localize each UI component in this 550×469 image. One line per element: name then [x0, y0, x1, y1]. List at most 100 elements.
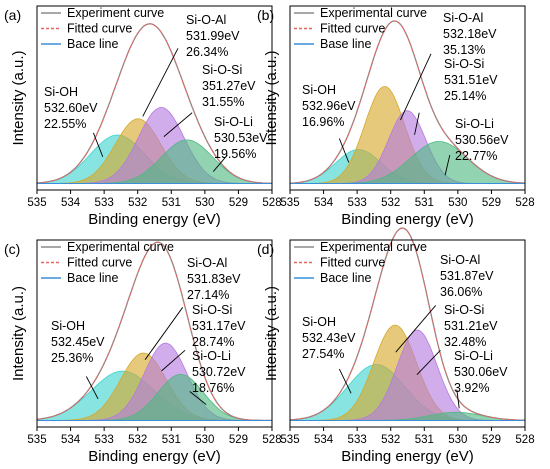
- legend-label: Fitted curve: [320, 256, 385, 270]
- leader-line: [338, 368, 352, 394]
- x-tick-label: 530: [448, 197, 467, 209]
- leader-line: [416, 350, 441, 375]
- annotation-si-o-si: Si-O-Si: [444, 57, 484, 71]
- panel-c: 535 534 533 532 531 530 529 528 Binding energy (…: [4, 239, 282, 465]
- leader-line: [92, 132, 104, 158]
- x-tick-label: 530: [448, 434, 467, 446]
- fitted-curve: [36, 241, 272, 421]
- annotation-si-o-li: Si-O-Li: [192, 349, 231, 363]
- annotation-si-o-al: 531.83eV: [187, 272, 241, 286]
- legend-label: Experiment curve: [67, 6, 164, 20]
- annotation-si-o-si: 28.74%: [192, 335, 234, 349]
- fitted-curve: [289, 227, 525, 421]
- annotation-si-o-li: 3.92%: [454, 381, 489, 395]
- annotation-si-o-al: 531.87eV: [440, 269, 494, 283]
- x-tick-label: 532: [128, 197, 147, 209]
- annotation-si-o-al: 36.06%: [440, 285, 482, 299]
- annotation-si-oh: 532.60eV: [44, 101, 98, 115]
- x-tick-label: 532: [381, 197, 400, 209]
- annotation-si-oh: 25.36%: [51, 351, 93, 365]
- x-axis-title: Binding energy (eV): [341, 448, 474, 465]
- annotation-si-o-al: Si-O-Al: [443, 11, 483, 25]
- annotation-si-o-li: 18.76%: [192, 381, 234, 395]
- x-tick-label: 532: [381, 434, 400, 446]
- x-tick-label: 533: [348, 197, 367, 209]
- annotation-si-o-li: Si-O-Li: [454, 349, 493, 363]
- legend-label: Fitted curve: [67, 256, 132, 270]
- x-axis-title: Binding energy (eV): [341, 211, 474, 228]
- x-axis-title: Binding energy (eV): [88, 448, 221, 465]
- leader-line: [212, 154, 228, 172]
- leader-line: [338, 138, 350, 163]
- x-tick-label: 531: [415, 197, 434, 209]
- x-tick-label: 534: [61, 434, 81, 446]
- leader-line: [414, 112, 420, 135]
- annotation-si-oh: Si-OH: [302, 83, 336, 97]
- annotation-si-o-li: 530.53eV: [214, 131, 268, 145]
- annotation-si-o-li: 530.06eV: [454, 365, 508, 379]
- annotation-si-oh: 27.54%: [302, 347, 344, 361]
- annotation-si-oh: 22.55%: [44, 117, 86, 131]
- annotation-si-oh: 532.45eV: [51, 335, 105, 349]
- annotation-si-o-si: 25.14%: [444, 89, 486, 103]
- x-tick-label: 531: [162, 434, 181, 446]
- leader-line: [395, 305, 437, 353]
- leader-line: [444, 154, 451, 176]
- panel-label: (a): [4, 7, 21, 23]
- x-tick-label: 535: [280, 434, 299, 446]
- x-tick-label: 528: [262, 434, 281, 446]
- x-tick-label: 529: [482, 434, 501, 446]
- x-tick-label: 531: [162, 197, 181, 209]
- annotation-si-o-si: 531.17eV: [192, 319, 246, 333]
- legend-label: Base line: [320, 37, 371, 51]
- x-tick-label: 529: [229, 197, 248, 209]
- panel-b: 535 534 533 532 531 530 529 528 Binding energy (…: [257, 5, 535, 228]
- annotation-si-o-li: 530.72eV: [192, 365, 246, 379]
- x-tick-label: 534: [61, 197, 81, 209]
- legend-label: Experimental curve: [67, 240, 174, 254]
- annotation-si-o-li: Si-O-Li: [455, 117, 494, 131]
- x-tick-label: 533: [348, 434, 367, 446]
- x-tick-label: 532: [128, 434, 147, 446]
- panel-label: (d): [257, 241, 274, 257]
- panel-a: 535 534 533 532 531 530 529 528 Binding energy (…: [4, 5, 282, 228]
- annotation-si-o-al: 27.14%: [187, 288, 229, 302]
- y-axis-title: Intensity (a.u.): [263, 286, 280, 381]
- x-tick-label: 528: [515, 434, 534, 446]
- fitted-curve: [36, 23, 273, 184]
- annotation-si-o-si: 531.21eV: [444, 319, 498, 333]
- x-tick-label: 535: [27, 434, 46, 446]
- annotation-si-o-si: 531.51eV: [444, 73, 498, 87]
- annotation-si-o-si: 32.48%: [444, 335, 486, 349]
- x-tick-label: 535: [27, 197, 46, 209]
- leader-line: [142, 48, 179, 117]
- legend-label: Bace line: [320, 271, 371, 285]
- annotation-si-oh: 16.96%: [302, 115, 344, 129]
- legend-label: Experimental curve: [320, 6, 427, 20]
- legend-label: Fitted curve: [320, 22, 385, 36]
- leader-line: [189, 391, 207, 405]
- plot-frame: [36, 5, 273, 191]
- x-tick-label: 529: [229, 434, 248, 446]
- annotation-si-o-li: Si-O-Li: [214, 115, 253, 129]
- annotation-si-o-si: Si-O-Si: [444, 303, 484, 317]
- annotation-si-o-si: 31.55%: [202, 95, 244, 109]
- x-tick-label: 530: [195, 434, 214, 446]
- x-tick-label: 533: [95, 197, 114, 209]
- leader-line: [400, 53, 432, 121]
- annotation-si-o-al: 531.99eV: [186, 29, 240, 43]
- leader-line: [85, 376, 99, 400]
- x-axis-title: Binding energy (eV): [88, 211, 221, 228]
- annotation-si-o-li: 530.56eV: [455, 133, 509, 147]
- plot-frame: [289, 239, 526, 428]
- leader-line: [456, 389, 460, 409]
- annotation-si-o-li: 22.77%: [455, 149, 497, 163]
- x-tick-label: 531: [415, 434, 434, 446]
- leader-line: [163, 112, 193, 137]
- annotation-si-oh: 532.96eV: [302, 99, 356, 113]
- x-tick-label: 530: [195, 197, 214, 209]
- x-tick-label: 529: [482, 197, 501, 209]
- legend-label: Bace line: [67, 271, 118, 285]
- plot-frame: [289, 5, 526, 191]
